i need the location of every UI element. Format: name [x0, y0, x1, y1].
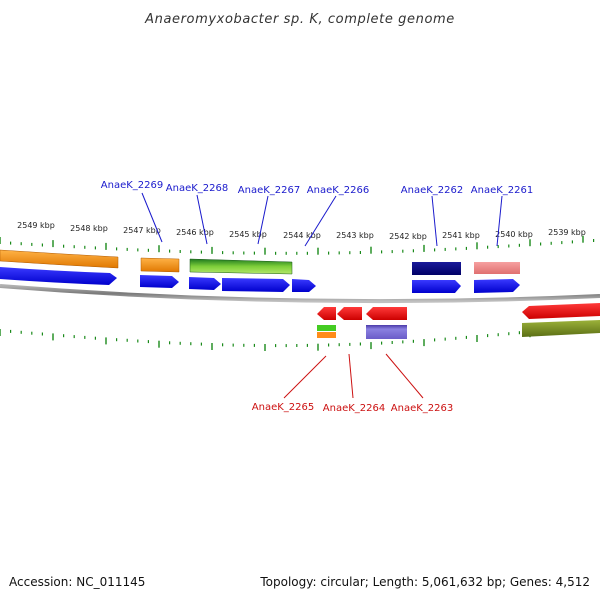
gene-label[interactable]: AnaeK_2261 [471, 185, 533, 196]
top-label-connector [431, 195, 438, 247]
gene-label[interactable]: AnaeK_2265 [252, 402, 314, 413]
top-gene-labels: AnaeK_2269 AnaeK_2268 AnaeK_2267 AnaeK_2… [101, 180, 533, 196]
ruler-label: 2546 kbp [176, 228, 214, 237]
bottom-gene-labels: AnaeK_2265 AnaeK_2264 AnaeK_2263 [252, 402, 453, 414]
gene-arrow-forward[interactable] [474, 279, 520, 293]
gene-arrow-forward[interactable] [140, 275, 179, 288]
bottom-ruler-ticks [0, 323, 595, 351]
gene-label[interactable]: AnaeK_2262 [401, 185, 463, 196]
reverse-gene-track [317, 303, 600, 320]
ruler-label: 2542 kbp [389, 232, 427, 241]
ruler-label: 2547 kbp [123, 226, 161, 235]
ruler-label: 2545 kbp [229, 230, 267, 239]
bottom-label-connector [348, 353, 354, 399]
accession-text: Accession: NC_011145 [9, 575, 145, 589]
gene-label[interactable]: AnaeK_2268 [166, 183, 228, 194]
feature-block[interactable] [189, 258, 293, 275]
genome-summary-text: Topology: circular; Length: 5,061,632 bp… [259, 575, 590, 589]
feature-block[interactable] [0, 249, 119, 269]
gene-arrow-reverse[interactable] [366, 307, 407, 320]
gene-arrow-reverse[interactable] [337, 307, 362, 320]
ruler-label: 2544 kbp [283, 231, 321, 240]
feature-block[interactable] [474, 262, 520, 274]
ruler-label: 2540 kbp [495, 230, 533, 239]
gene-arrow-forward[interactable] [292, 279, 316, 292]
ruler-label: 2541 kbp [442, 231, 480, 240]
forward-gene-track [0, 267, 520, 293]
gene-label[interactable]: AnaeK_2263 [391, 403, 453, 414]
feature-block[interactable] [317, 325, 336, 331]
top-feature-track [0, 249, 520, 275]
feature-block[interactable] [140, 257, 180, 273]
bottom-label-connector [385, 353, 424, 399]
gene-arrow-forward[interactable] [412, 280, 461, 293]
feature-block[interactable] [522, 320, 600, 337]
ruler-label: 2549 kbp [17, 221, 55, 230]
top-label-connector [196, 194, 208, 245]
ruler-label: 2543 kbp [336, 231, 374, 240]
bottom-feature-track [317, 320, 600, 339]
gene-label[interactable]: AnaeK_2266 [307, 185, 369, 196]
top-label-connector [257, 195, 269, 245]
top-label-connector [141, 192, 163, 243]
feature-block[interactable] [412, 262, 461, 275]
gene-label[interactable]: AnaeK_2269 [101, 180, 163, 191]
gene-arrow-forward[interactable] [0, 267, 117, 285]
feature-block[interactable] [317, 332, 336, 338]
gene-arrow-forward[interactable] [189, 277, 221, 290]
top-label-connector [496, 195, 503, 247]
ruler-label: 2539 kbp [548, 228, 586, 237]
genome-backbone [0, 284, 600, 304]
genome-title: Anaeromyxobacter sp. K, complete genome [144, 12, 455, 27]
feature-block[interactable] [366, 325, 407, 339]
gene-label[interactable]: AnaeK_2267 [238, 185, 300, 196]
ruler-label: 2548 kbp [70, 224, 108, 233]
gene-arrow-reverse[interactable] [522, 303, 600, 319]
label-connectors [141, 192, 503, 399]
top-ruler-ticks [0, 235, 595, 255]
gene-label[interactable]: AnaeK_2264 [323, 403, 385, 414]
bottom-label-connector [283, 355, 327, 399]
gene-arrow-reverse[interactable] [317, 307, 336, 320]
gene-arrow-forward[interactable] [222, 278, 290, 292]
top-label-connector [304, 195, 337, 247]
ruler-labels: 2549 kbp 2548 kbp 2547 kbp 2546 kbp 2545… [17, 221, 586, 241]
